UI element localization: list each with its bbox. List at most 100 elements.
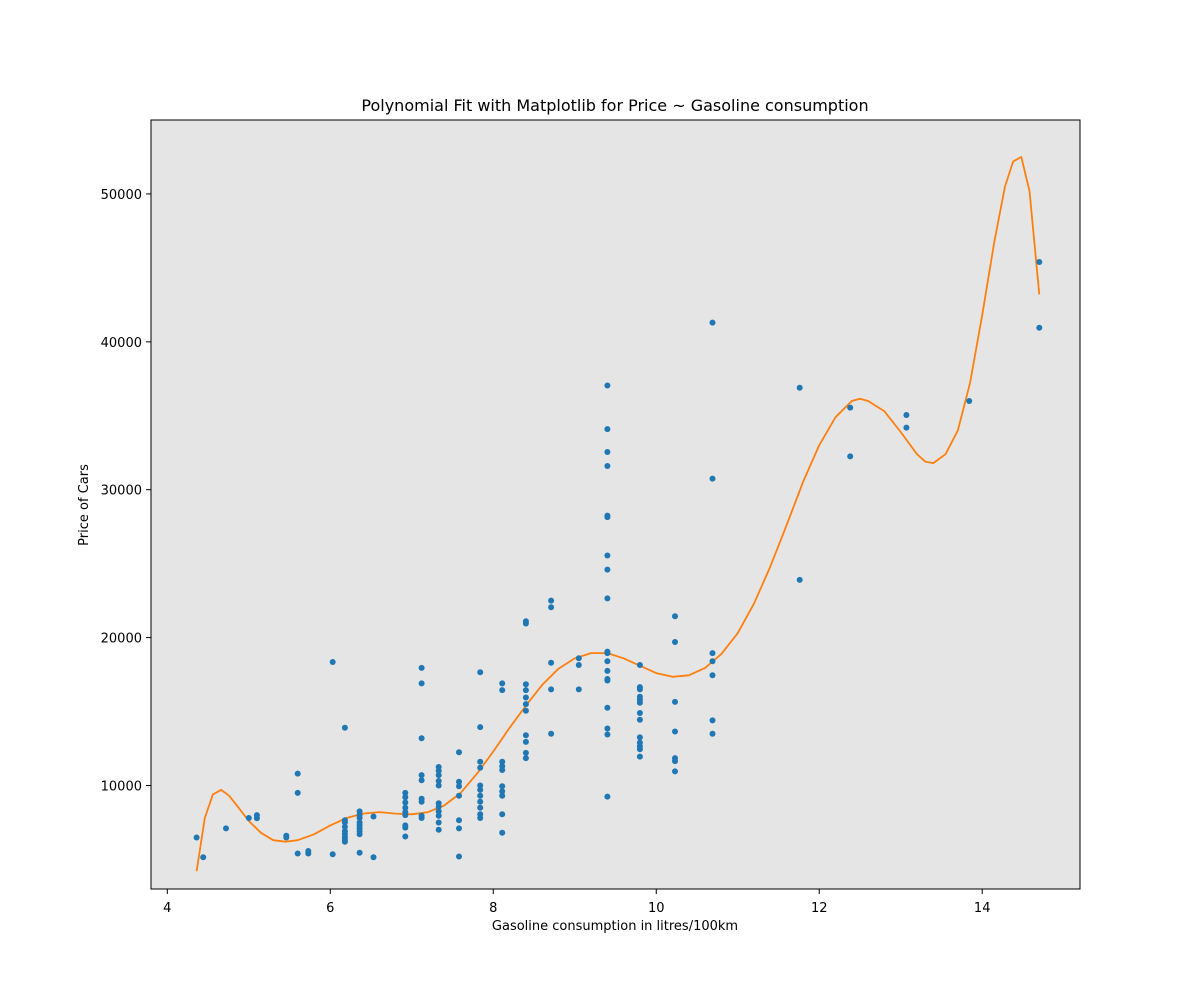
data-point: [522, 701, 529, 708]
data-point: [435, 800, 442, 807]
data-point: [575, 686, 582, 693]
data-point: [548, 686, 555, 693]
data-point: [245, 815, 252, 821]
data-point: [193, 834, 200, 841]
data-point: [499, 811, 506, 818]
data-point: [604, 512, 611, 519]
data-point: [796, 576, 803, 583]
data-point: [709, 717, 716, 724]
data-point: [636, 710, 643, 716]
data-point: [456, 817, 462, 824]
data-point: [604, 676, 611, 682]
data-point: [341, 817, 348, 824]
x-axis-label: Gasoline consumption in litres/100km: [492, 919, 738, 934]
data-point: [200, 854, 207, 861]
data-point: [522, 732, 529, 739]
data-point: [636, 734, 643, 741]
data-point: [456, 778, 462, 785]
x-tick-label: 4: [163, 901, 171, 916]
data-point: [402, 833, 409, 840]
data-point: [435, 778, 442, 784]
data-point: [575, 655, 582, 662]
data-point: [499, 783, 506, 790]
data-point: [522, 755, 529, 762]
data-point: [522, 694, 529, 701]
data-point: [329, 659, 336, 665]
data-point: [903, 412, 910, 418]
data-point: [477, 758, 484, 765]
data-point: [456, 783, 462, 790]
data-point: [709, 658, 716, 665]
data-point: [796, 384, 803, 391]
data-point: [672, 728, 678, 735]
data-point: [636, 716, 643, 723]
data-point: [341, 724, 348, 731]
data-point: [499, 829, 506, 836]
data-point: [604, 382, 611, 389]
data-point: [604, 566, 611, 573]
data-point: [456, 792, 462, 799]
data-point: [356, 849, 363, 856]
data-point: [499, 758, 506, 765]
data-point: [477, 811, 484, 818]
x-tick-label: 10: [648, 901, 665, 916]
data-point: [435, 819, 442, 826]
fit-curve-layer: [195, 156, 1041, 872]
data-point: [294, 850, 301, 857]
data-point: [604, 731, 611, 738]
data-point: [402, 789, 409, 796]
data-point: [604, 449, 611, 455]
data-point: [435, 764, 442, 770]
data-point: [341, 828, 348, 835]
data-point: [435, 772, 442, 779]
data-point: [402, 809, 409, 816]
data-point: [223, 825, 229, 832]
data-point: [636, 684, 643, 691]
data-point: [356, 819, 363, 826]
data-point: [636, 693, 643, 700]
data-point: [305, 848, 312, 854]
x-tick-label: 12: [811, 901, 828, 916]
data-point: [418, 772, 425, 779]
data-point: [283, 832, 290, 839]
data-point: [418, 735, 425, 742]
data-point: [847, 404, 854, 411]
data-point: [294, 789, 301, 796]
polynomial-fit-line: [195, 156, 1041, 872]
data-point: [499, 687, 506, 694]
data-point: [709, 650, 716, 657]
data-point: [418, 664, 425, 671]
data-point: [636, 753, 643, 760]
data-point: [636, 739, 643, 746]
data-point: [477, 786, 484, 793]
data-point: [604, 667, 611, 674]
data-point: [1036, 324, 1043, 331]
x-tick-label: 8: [489, 901, 497, 916]
data-point: [604, 658, 611, 665]
data-point: [709, 475, 716, 482]
data-point: [477, 782, 484, 789]
data-point: [604, 793, 611, 800]
x-tick-label: 14: [974, 901, 991, 916]
data-point: [604, 552, 611, 559]
data-point: [522, 687, 529, 694]
data-point: [548, 604, 555, 611]
data-point: [604, 648, 611, 655]
data-point: [499, 792, 506, 799]
data-point: [477, 798, 484, 805]
data-point: [435, 808, 442, 815]
y-tick-label: 30000: [101, 484, 142, 499]
data-point: [672, 698, 678, 705]
data-point: [294, 770, 301, 777]
data-point: [499, 680, 506, 687]
data-point: [402, 794, 409, 801]
data-point: [456, 749, 462, 756]
data-point: [522, 618, 529, 625]
data-point: [522, 738, 529, 745]
data-point: [477, 792, 484, 799]
data-point: [402, 799, 409, 806]
data-point: [499, 788, 506, 795]
data-point: [966, 398, 973, 404]
data-point: [847, 453, 854, 460]
data-point: [418, 795, 425, 802]
